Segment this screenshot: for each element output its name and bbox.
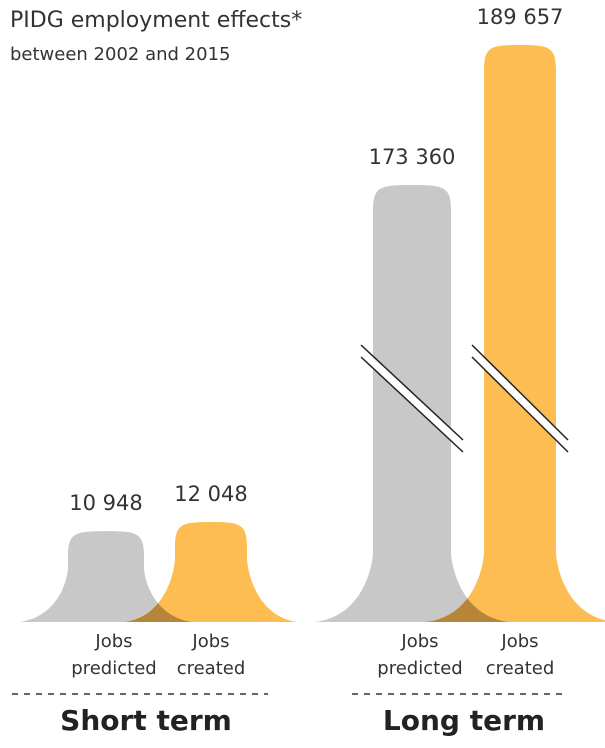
category-label-line2: predicted <box>377 658 463 679</box>
data-label: 12 048 <box>174 482 248 506</box>
bar-short-term-created <box>125 522 297 622</box>
category-label-line1: Jobs <box>401 631 439 652</box>
category-label: Jobs created <box>486 628 555 682</box>
axis-break-line <box>471 356 569 453</box>
category-label: Jobs predicted <box>377 628 462 682</box>
data-label: 189 657 <box>476 5 564 29</box>
category-label-line1: Jobs <box>501 631 539 652</box>
category-label-line2: created <box>485 658 555 679</box>
axis-break-line <box>360 344 464 441</box>
bar-short-term-predicted <box>20 531 192 622</box>
category-label: Jobs created <box>177 628 246 682</box>
category-label-line1: Jobs <box>95 631 133 652</box>
category-label-line2: created <box>176 658 246 679</box>
category-label: Jobs predicted <box>71 628 156 682</box>
data-label: 10 948 <box>69 491 143 516</box>
axis-break-line <box>360 356 464 453</box>
data-label: 173 360 <box>368 145 456 169</box>
axis-break-line <box>471 344 569 441</box>
group-label: Long term <box>382 704 546 737</box>
category-label-line2: predicted <box>71 658 157 679</box>
group-label: Short term <box>60 704 232 737</box>
axis-break-mark <box>361 345 463 452</box>
chart-subtitle: between 2002 and 2015 <box>10 44 231 65</box>
chart-title: PIDG employment effects* <box>10 8 303 33</box>
bar-long-term-created <box>426 45 605 622</box>
axis-break-mark <box>472 345 568 452</box>
category-label-line1: Jobs <box>192 631 230 652</box>
